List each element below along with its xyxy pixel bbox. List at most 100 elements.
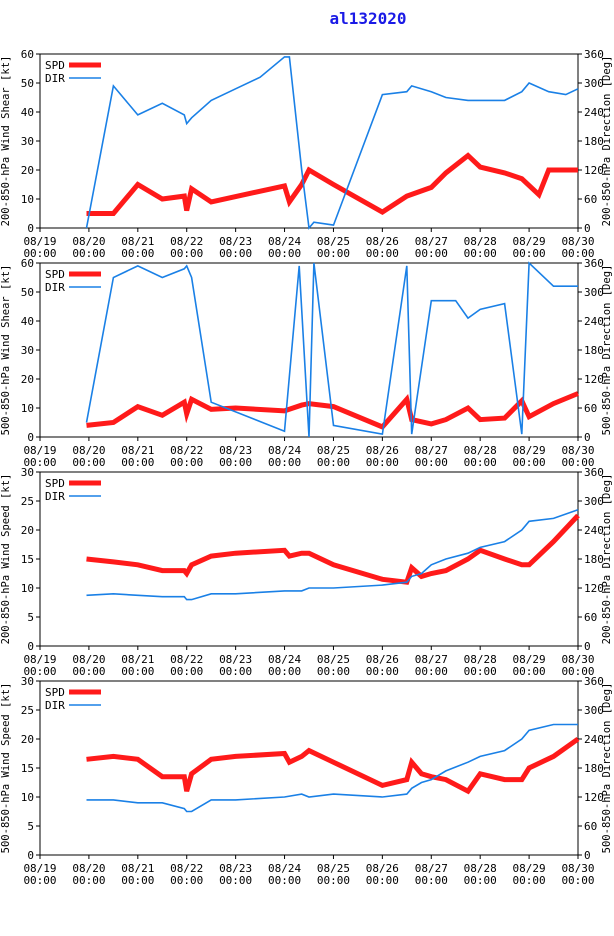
chart-4-y2tick-label: 180	[584, 762, 604, 775]
chart-4-xtick-date: 08/19	[23, 862, 56, 875]
chart-3-y2tick-label: 60	[584, 611, 597, 624]
chart-2-xtick-time: 00:00	[23, 456, 56, 469]
chart-2-series-spd-line	[86, 391, 579, 430]
chart-1-xtick-date: 08/22	[170, 235, 203, 248]
chart-2-xtick-date: 08/24	[268, 444, 301, 457]
chart-2-ytick-label: 40	[21, 315, 34, 328]
chart-2-y2tick-label: 300	[584, 286, 604, 299]
chart-1-y2tick-label: 240	[584, 106, 604, 119]
chart-4-ytick-label: 0	[27, 849, 34, 862]
chart-1-y2tick-label: 120	[584, 164, 604, 177]
chart-3-xtick-time: 00:00	[415, 665, 448, 678]
chart-2-xtick-date: 08/22	[170, 444, 203, 457]
chart-2-xtick-time: 00:00	[366, 456, 399, 469]
chart-4-y2tick-label: 240	[584, 733, 604, 746]
chart-3-xtick-time: 00:00	[268, 665, 301, 678]
chart-2-y2tick-label: 360	[584, 257, 604, 270]
chart-2-legend-label-spd: SPD	[45, 268, 65, 281]
chart-1-xtick-date: 08/26	[366, 235, 399, 248]
chart-2-y2tick-label: 120	[584, 373, 604, 386]
chart-2-xtick-time: 00:00	[464, 456, 497, 469]
chart-3-xtick-date: 08/25	[317, 653, 350, 666]
chart-1-series-spd-line	[86, 152, 578, 216]
chart-1-ytick-label: 40	[21, 106, 34, 119]
chart-2-y2tick-label: 0	[584, 431, 591, 444]
chart-2-y2tick-label: 60	[584, 402, 597, 415]
chart-1-xtick-time: 00:00	[415, 247, 448, 260]
chart-2-xtick-time: 00:00	[317, 456, 350, 469]
chart-4-xtick-date: 08/21	[121, 862, 154, 875]
chart-4-xtick-time: 00:00	[23, 874, 56, 887]
chart-3-ylabel: 200-850-hPa Wind Speed [kt]	[0, 474, 12, 645]
chart-2-xtick-date: 08/30	[561, 444, 594, 457]
chart-1-xtick-date: 08/21	[121, 235, 154, 248]
chart-2-xtick-date: 08/21	[121, 444, 154, 457]
chart-3-xtick-date: 08/26	[366, 653, 399, 666]
chart-1-xtick-date: 08/29	[513, 235, 546, 248]
chart-4-xtick-time: 00:00	[72, 874, 105, 887]
chart-2-xtick-time: 00:00	[121, 456, 154, 469]
chart-2-ytick-label: 50	[21, 286, 34, 299]
chart-3-ytick-label: 5	[27, 611, 34, 624]
chart-3-xtick-time: 00:00	[366, 665, 399, 678]
chart-1-y2tick-label: 180	[584, 135, 604, 148]
chart-1-xtick-time: 00:00	[219, 247, 252, 260]
chart-4-xtick-date: 08/22	[170, 862, 203, 875]
chart-3-xtick-date: 08/19	[23, 653, 56, 666]
chart-1-xtick-date: 08/24	[268, 235, 301, 248]
chart-2-ytick-label: 10	[21, 402, 34, 415]
chart-3-xtick-time: 00:00	[72, 665, 105, 678]
chart-2-xtick-date: 08/23	[219, 444, 252, 457]
chart-4-xtick-time: 00:00	[415, 874, 448, 887]
chart-2-y2label: 500-850-hPa Direction [Deg]	[601, 265, 613, 436]
chart-1-ytick-label: 60	[21, 48, 34, 61]
chart-4-xtick-time: 00:00	[170, 874, 203, 887]
chart-3-xtick-time: 00:00	[170, 665, 203, 678]
chart-2-xtick-time: 00:00	[415, 456, 448, 469]
chart-4-series-dir-line	[86, 723, 578, 813]
chart-4-xtick-date: 08/23	[219, 862, 252, 875]
chart-3-y2tick-label: 360	[584, 466, 604, 479]
chart-2-ytick-label: 30	[21, 344, 34, 357]
chart-2-xtick-date: 08/19	[23, 444, 56, 457]
chart-1-ylabel: 200-850-hPa Wind Shear [kt]	[0, 56, 12, 227]
chart-3-xtick-time: 00:00	[513, 665, 546, 678]
chart-1-y2tick-label: 0	[584, 222, 591, 235]
chart-3-xtick-time: 00:00	[464, 665, 497, 678]
chart-2-legend-label-dir: DIR	[45, 281, 65, 294]
chart-1-xtick-time: 00:00	[317, 247, 350, 260]
chart-4-y2tick-label: 300	[584, 704, 604, 717]
chart-1-xtick-time: 00:00	[464, 247, 497, 260]
chart-1-xtick-date: 08/28	[464, 235, 497, 248]
chart-4-xtick-time: 00:00	[121, 874, 154, 887]
chart-3-y2tick-label: 0	[584, 640, 591, 653]
chart-4-xtick-date: 08/24	[268, 862, 301, 875]
chart-3-y2tick-label: 240	[584, 524, 604, 537]
chart-title: al132020	[329, 9, 407, 28]
chart-4-ytick-label: 10	[21, 791, 34, 804]
chart-1-xtick-time: 00:00	[121, 247, 154, 260]
chart-4-xtick-time: 00:00	[513, 874, 546, 887]
chart-3-xtick-time: 00:00	[23, 665, 56, 678]
chart-1-y2tick-label: 360	[584, 48, 604, 61]
chart-4-xtick-time: 00:00	[366, 874, 399, 887]
chart-4-xtick-date: 08/29	[513, 862, 546, 875]
chart-3-legend-label-dir: DIR	[45, 490, 65, 503]
chart-1-xtick-date: 08/23	[219, 235, 252, 248]
chart-4-series-spd-line	[86, 736, 580, 795]
chart-4-xtick-date: 08/25	[317, 862, 350, 875]
chart-1-ytick-label: 30	[21, 135, 34, 148]
chart-3-xtick-date: 08/27	[415, 653, 448, 666]
chart-3-ytick-label: 30	[21, 466, 34, 479]
chart-3-y2label: 200-850-hPa Direction [Deg]	[601, 474, 613, 645]
chart-2-xtick-date: 08/26	[366, 444, 399, 457]
chart-4-y2tick-label: 60	[584, 820, 597, 833]
chart-3-y2tick-label: 120	[584, 582, 604, 595]
chart-3-xtick-date: 08/22	[170, 653, 203, 666]
chart-2-y2tick-label: 180	[584, 344, 604, 357]
chart-4-xtick-date: 08/26	[366, 862, 399, 875]
chart-4-xtick-time: 00:00	[464, 874, 497, 887]
chart-3-xtick-date: 08/28	[464, 653, 497, 666]
chart-1-xtick-time: 00:00	[513, 247, 546, 260]
